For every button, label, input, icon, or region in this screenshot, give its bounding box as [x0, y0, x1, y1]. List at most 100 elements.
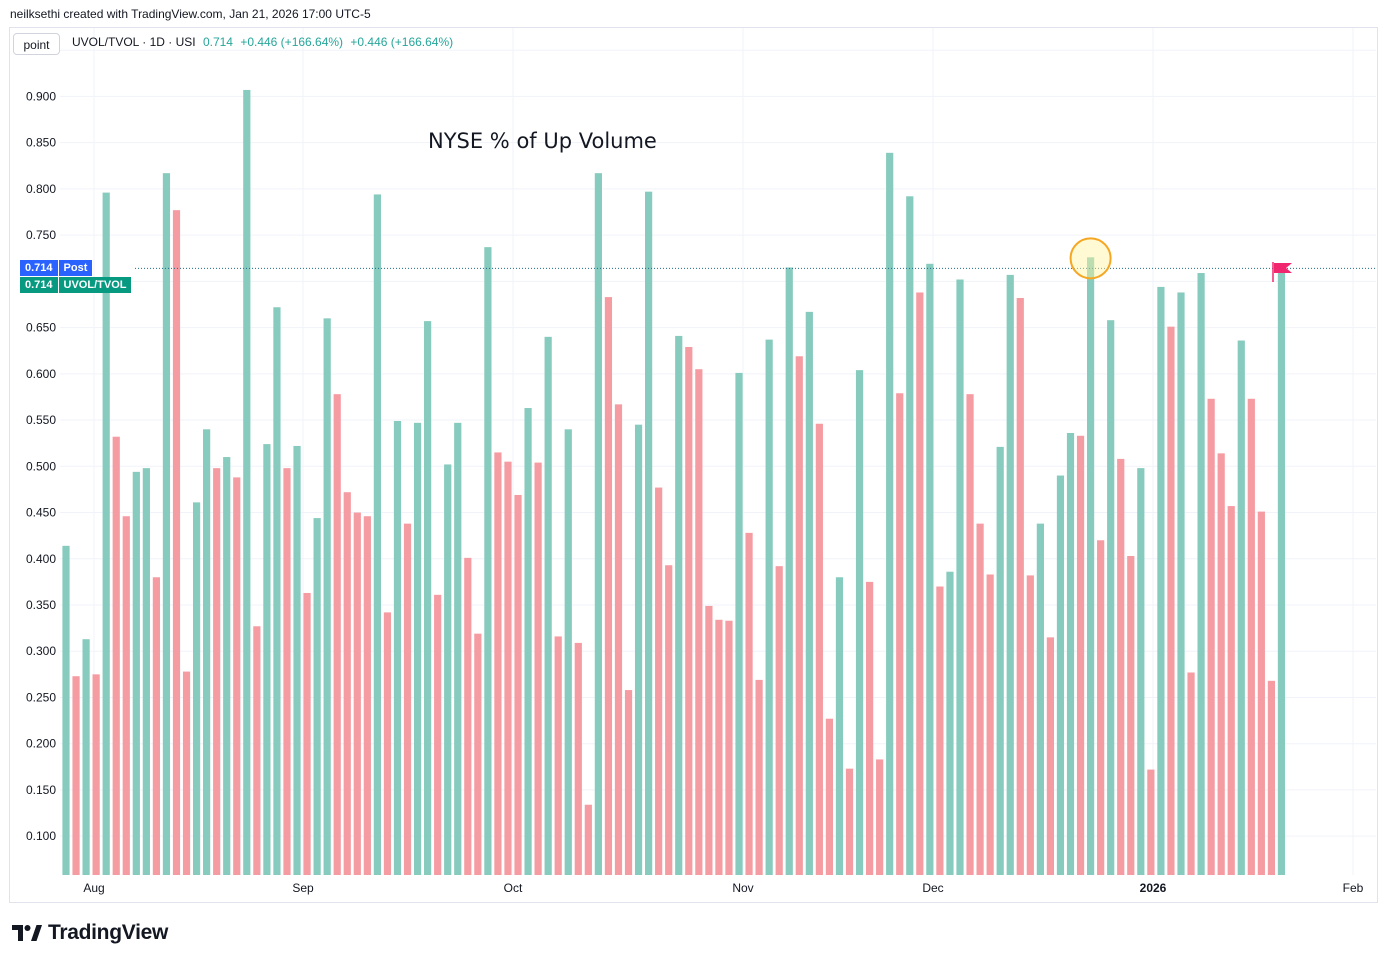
- bar[interactable]: [715, 619, 723, 875]
- bar[interactable]: [403, 523, 412, 875]
- bar[interactable]: [1076, 435, 1085, 875]
- bar[interactable]: [92, 674, 100, 875]
- bar[interactable]: [604, 297, 613, 876]
- bar[interactable]: [1036, 523, 1044, 875]
- bar[interactable]: [343, 492, 351, 875]
- bar[interactable]: [213, 468, 221, 875]
- bar[interactable]: [1097, 540, 1105, 875]
- bar[interactable]: [815, 423, 823, 875]
- bar[interactable]: [203, 429, 211, 875]
- bar[interactable]: [192, 502, 201, 875]
- bar[interactable]: [233, 477, 241, 875]
- bar[interactable]: [695, 369, 703, 875]
- bar[interactable]: [474, 633, 482, 875]
- bar[interactable]: [464, 557, 472, 875]
- bar[interactable]: [1086, 257, 1095, 875]
- flag-marker[interactable]: [1272, 262, 1292, 282]
- bar[interactable]: [765, 339, 773, 875]
- bar[interactable]: [906, 196, 914, 876]
- bar[interactable]: [82, 639, 90, 875]
- bar[interactable]: [805, 311, 813, 875]
- bar[interactable]: [1107, 320, 1115, 875]
- bar[interactable]: [594, 173, 602, 876]
- tradingview-logo[interactable]: TradingView: [12, 921, 168, 945]
- bar[interactable]: [162, 173, 171, 876]
- bar[interactable]: [363, 516, 371, 875]
- bar[interactable]: [946, 571, 954, 875]
- bar[interactable]: [1147, 769, 1155, 875]
- bar[interactable]: [825, 718, 834, 875]
- bar[interactable]: [102, 192, 110, 876]
- bar[interactable]: [645, 191, 653, 876]
- bar[interactable]: [383, 612, 392, 875]
- bar[interactable]: [1046, 637, 1055, 875]
- bar[interactable]: [855, 370, 864, 875]
- chart-title-annotation[interactable]: NYSE % of Up Volume: [428, 129, 657, 153]
- bar[interactable]: [634, 424, 643, 875]
- bar[interactable]: [614, 404, 623, 875]
- bar[interactable]: [243, 89, 251, 875]
- bar[interactable]: [1227, 506, 1235, 875]
- bar[interactable]: [1277, 268, 1286, 875]
- bar[interactable]: [534, 462, 542, 875]
- bar[interactable]: [896, 393, 904, 875]
- bar[interactable]: [1056, 475, 1065, 875]
- bar[interactable]: [142, 468, 150, 875]
- bar[interactable]: [1237, 340, 1245, 875]
- bar[interactable]: [494, 452, 502, 875]
- bar[interactable]: [544, 336, 552, 876]
- bar[interactable]: [916, 292, 924, 876]
- bar[interactable]: [444, 464, 452, 875]
- bar[interactable]: [393, 420, 402, 875]
- bar[interactable]: [665, 565, 673, 875]
- bar[interactable]: [735, 372, 743, 875]
- bar[interactable]: [333, 394, 341, 875]
- bar[interactable]: [936, 586, 944, 876]
- bar[interactable]: [1157, 286, 1165, 875]
- bar[interactable]: [1167, 326, 1175, 875]
- bar[interactable]: [313, 518, 321, 875]
- price-mode-button[interactable]: point: [13, 33, 60, 55]
- bar[interactable]: [845, 768, 854, 875]
- bar[interactable]: [725, 620, 733, 875]
- bar[interactable]: [273, 307, 281, 875]
- bar[interactable]: [1267, 680, 1275, 875]
- bar[interactable]: [876, 759, 884, 875]
- bar[interactable]: [574, 642, 582, 875]
- bar[interactable]: [675, 335, 683, 875]
- bar[interactable]: [413, 422, 422, 875]
- bar[interactable]: [705, 605, 713, 875]
- bar[interactable]: [1127, 555, 1135, 875]
- bar[interactable]: [685, 347, 693, 875]
- bar[interactable]: [745, 532, 753, 875]
- bar[interactable]: [996, 446, 1004, 875]
- bar[interactable]: [132, 471, 140, 875]
- bar[interactable]: [1117, 458, 1125, 875]
- bar[interactable]: [1026, 575, 1034, 875]
- bar[interactable]: [886, 152, 894, 875]
- bar[interactable]: [293, 445, 301, 875]
- bar[interactable]: [785, 267, 793, 875]
- bar[interactable]: [1197, 273, 1205, 875]
- bar[interactable]: [866, 581, 874, 875]
- bar[interactable]: [1006, 274, 1014, 875]
- bar[interactable]: [584, 804, 592, 875]
- bar[interactable]: [1257, 511, 1265, 875]
- bar[interactable]: [956, 279, 964, 875]
- bar[interactable]: [1016, 298, 1024, 875]
- bar[interactable]: [1066, 433, 1075, 875]
- highlight-circle-annotation[interactable]: [1069, 237, 1112, 280]
- bar[interactable]: [323, 318, 331, 876]
- bar[interactable]: [1177, 292, 1185, 876]
- bar[interactable]: [966, 394, 974, 875]
- bar[interactable]: [835, 577, 844, 875]
- bar[interactable]: [1137, 468, 1145, 875]
- series-legend[interactable]: UVOL/TVOL · 1D · USI 0.714 +0.446 (+166.…: [72, 35, 453, 49]
- bar[interactable]: [514, 494, 522, 875]
- bar[interactable]: [263, 444, 271, 875]
- bar[interactable]: [755, 679, 763, 875]
- chart-pane[interactable]: [9, 27, 1378, 903]
- bar[interactable]: [1217, 453, 1225, 875]
- bar[interactable]: [564, 429, 572, 875]
